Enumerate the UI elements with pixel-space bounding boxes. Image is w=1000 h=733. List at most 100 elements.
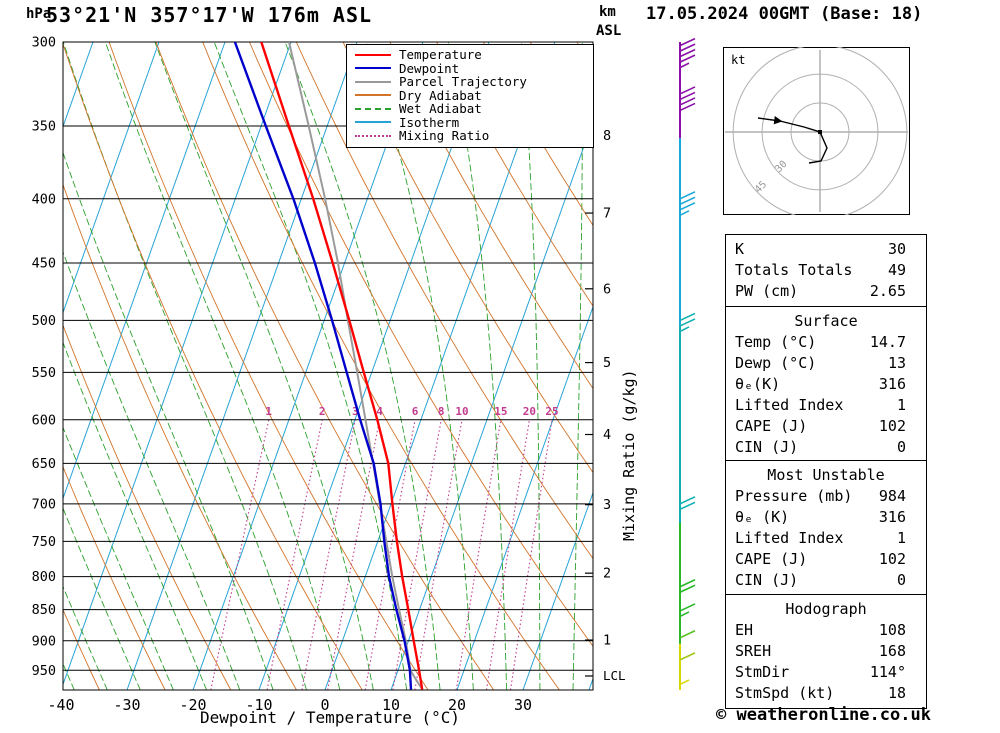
hodograph-unit-label: kt: [731, 53, 745, 67]
pressure-unit-label: hPa: [26, 6, 52, 22]
legend-label: Dry Adiabat: [399, 87, 482, 103]
stat-value: 316: [878, 375, 906, 393]
legend-swatch: [355, 67, 391, 70]
wind-barb: [679, 679, 690, 686]
svg-text:700: 700: [32, 496, 56, 512]
legend-label: Temperature: [399, 47, 482, 63]
svg-text:3: 3: [603, 497, 611, 513]
legend-label: Isotherm: [399, 114, 460, 130]
svg-text:15: 15: [494, 405, 507, 418]
x-axis-label: Dewpoint / Temperature (°C): [199, 708, 461, 727]
stat-row: StmSpd (kt) 18: [726, 683, 926, 704]
svg-text:800: 800: [32, 569, 56, 585]
stat-value: 2.65: [869, 282, 906, 300]
stat-label: StmDir: [735, 663, 790, 681]
wind-barb: [679, 603, 696, 618]
copyright: © weatheronline.co.uk: [716, 705, 931, 725]
altitude-unit-km-label: km: [599, 4, 616, 20]
hodograph-rings: [732, 47, 908, 215]
svg-text:kt: kt: [731, 53, 745, 67]
stat-label: Temp (°C): [735, 333, 817, 351]
stat-row: Pressure (mb) 984: [726, 486, 926, 507]
stat-label: CAPE (J): [735, 550, 808, 568]
svg-text:8: 8: [438, 405, 445, 418]
svg-text:1: 1: [603, 633, 611, 649]
svg-text:2: 2: [603, 566, 611, 582]
stat-value: 13: [887, 354, 906, 372]
legend-label: Dewpoint: [399, 60, 460, 76]
stat-row: EH 108: [726, 620, 926, 641]
stat-value: 108: [878, 621, 906, 639]
stat-row: CIN (J) 0: [726, 570, 926, 591]
wind-barb: [679, 496, 696, 511]
most-unstable-table: Most Unstable Pressure (mb) 984 θₑ (K) 316 Li…: [725, 460, 927, 596]
legend-item: Dry Adiabat: [355, 87, 587, 103]
stat-label: SREH: [735, 642, 772, 660]
svg-text:25: 25: [545, 405, 558, 418]
altitude-unit-asl-label: ASL: [596, 23, 622, 39]
svg-text:7: 7: [603, 206, 611, 222]
stat-value: 168: [878, 642, 906, 660]
legend-item: Wet Adiabat: [355, 101, 587, 116]
svg-text:8: 8: [603, 128, 611, 144]
stat-label: Lifted Index: [735, 529, 844, 547]
svg-text:6: 6: [603, 281, 611, 297]
wind-barb: [679, 37, 696, 69]
legend-item: Isotherm: [355, 114, 587, 130]
km-tick-marks: [585, 134, 593, 677]
temp-tick-labels: -40 -30 -20 -10 0 10 20 30: [47, 696, 532, 714]
chart-legend: Temperature Dewpoint Parcel Trajectory Dry …: [346, 44, 594, 148]
svg-text:-30: -30: [113, 696, 140, 714]
stat-label: CIN (J): [735, 438, 799, 456]
dewpoint-curve: [233, 42, 413, 690]
stat-row: SREH 168: [726, 641, 926, 662]
mixing-ratio-axis-label: Mixing Ratio (g/kg): [620, 369, 638, 541]
stat-label: StmSpd (kt): [735, 684, 835, 702]
wind-barb: [679, 630, 696, 639]
svg-text:3: 3: [352, 405, 359, 418]
svg-text:950: 950: [32, 663, 56, 679]
page-title: 53°21'N 357°17'W 176m ASL: [46, 3, 373, 27]
svg-text:4: 4: [376, 405, 383, 418]
hodograph-stats-table: Hodograph EH 108 SREH 168 StmDir 114° StmSpd (k…: [725, 594, 927, 709]
stat-value: 0: [896, 438, 906, 456]
stat-label: Dewp (°C): [735, 354, 817, 372]
stat-row: CIN (J) 0: [726, 437, 926, 458]
dry-adiabat-lines: [63, 42, 593, 690]
lcl-label: LCL: [603, 668, 626, 683]
svg-text:6: 6: [412, 405, 419, 418]
indices-table: K 30 Totals Totals 49 PW (cm) 2.65: [725, 234, 927, 307]
svg-text:450: 450: [32, 256, 56, 272]
hodograph-origin-dot: [818, 130, 822, 134]
svg-text:850: 850: [32, 602, 56, 618]
legend-item: Temperature: [355, 47, 587, 63]
svg-text:10: 10: [382, 696, 400, 714]
legend-swatch: [355, 80, 391, 83]
svg-text:650: 650: [32, 456, 56, 472]
stat-label: θₑ (K): [735, 508, 790, 526]
legend-item: Dewpoint: [355, 60, 587, 76]
svg-text:2: 2: [319, 405, 326, 418]
wind-barb: [679, 191, 696, 217]
stat-value: 316: [878, 508, 906, 526]
stat-label: Pressure (mb): [735, 487, 853, 505]
svg-text:-40: -40: [47, 696, 74, 714]
stat-value: 1: [896, 396, 906, 414]
legend-item: Mixing Ratio: [355, 128, 587, 143]
isotherm-lines: [63, 42, 593, 690]
legend-swatch: [355, 94, 391, 97]
legend-swatch: [355, 107, 391, 110]
stat-section-title: Most Unstable: [767, 466, 885, 484]
svg-text:10: 10: [455, 405, 468, 418]
stat-value: 18: [887, 684, 906, 702]
stat-label: K: [735, 240, 745, 258]
svg-text:0: 0: [320, 696, 329, 714]
stat-section-title: Hodograph: [785, 600, 867, 618]
stat-row: θₑ(K) 316: [726, 374, 926, 395]
legend-swatch: [355, 134, 391, 137]
legend-swatch: [355, 53, 391, 56]
hodograph-trace: [757, 116, 828, 164]
